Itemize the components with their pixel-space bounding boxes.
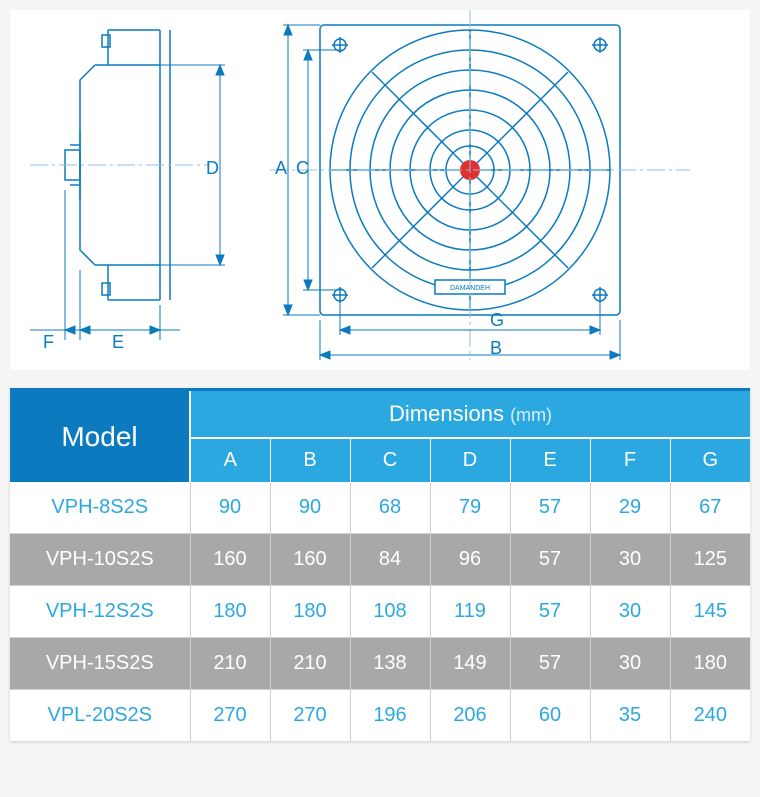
value-cell: 57 <box>510 534 590 586</box>
dimension-diagram: DAMANDEH <box>10 10 750 370</box>
column-header-b: B <box>270 438 350 482</box>
dim-label-f: F <box>43 332 54 353</box>
value-cell: 160 <box>270 534 350 586</box>
column-header-d: D <box>430 438 510 482</box>
value-cell: 145 <box>670 586 750 638</box>
dim-label-a: A <box>275 158 287 179</box>
model-cell: VPH-8S2S <box>10 482 190 534</box>
dimensions-header: Dimensions (mm) <box>190 391 750 438</box>
value-cell: 270 <box>190 690 270 742</box>
table-row: VPL-20S2S2702701962066035240 <box>10 690 750 742</box>
model-cell: VPH-12S2S <box>10 586 190 638</box>
value-cell: 79 <box>430 482 510 534</box>
column-header-f: F <box>590 438 670 482</box>
value-cell: 30 <box>590 586 670 638</box>
value-cell: 60 <box>510 690 590 742</box>
dim-label-g: G <box>490 310 504 331</box>
value-cell: 30 <box>590 534 670 586</box>
value-cell: 90 <box>190 482 270 534</box>
value-cell: 138 <box>350 638 430 690</box>
value-cell: 35 <box>590 690 670 742</box>
value-cell: 84 <box>350 534 430 586</box>
column-header-g: G <box>670 438 750 482</box>
value-cell: 196 <box>350 690 430 742</box>
dim-label-e: E <box>112 332 124 353</box>
value-cell: 29 <box>590 482 670 534</box>
dimensions-table: Model Dimensions (mm) ABCDEFG VPH-8S2S90… <box>10 388 750 741</box>
value-cell: 90 <box>270 482 350 534</box>
value-cell: 210 <box>190 638 270 690</box>
value-cell: 57 <box>510 482 590 534</box>
column-header-a: A <box>190 438 270 482</box>
value-cell: 180 <box>270 586 350 638</box>
value-cell: 240 <box>670 690 750 742</box>
value-cell: 270 <box>270 690 350 742</box>
column-header-c: C <box>350 438 430 482</box>
value-cell: 206 <box>430 690 510 742</box>
table-row: VPH-10S2S16016084965730125 <box>10 534 750 586</box>
model-cell: VPH-15S2S <box>10 638 190 690</box>
value-cell: 149 <box>430 638 510 690</box>
value-cell: 119 <box>430 586 510 638</box>
column-header-e: E <box>510 438 590 482</box>
value-cell: 108 <box>350 586 430 638</box>
value-cell: 96 <box>430 534 510 586</box>
model-cell: VPH-10S2S <box>10 534 190 586</box>
model-header: Model <box>10 391 190 482</box>
value-cell: 210 <box>270 638 350 690</box>
value-cell: 160 <box>190 534 270 586</box>
table-row: VPH-15S2S2102101381495730180 <box>10 638 750 690</box>
value-cell: 67 <box>670 482 750 534</box>
dim-label-c: C <box>296 158 309 179</box>
model-cell: VPL-20S2S <box>10 690 190 742</box>
value-cell: 57 <box>510 586 590 638</box>
dim-label-d: D <box>206 158 219 179</box>
table-row: VPH-12S2S1801801081195730145 <box>10 586 750 638</box>
value-cell: 125 <box>670 534 750 586</box>
value-cell: 180 <box>190 586 270 638</box>
table-row: VPH-8S2S90906879572967 <box>10 482 750 534</box>
value-cell: 57 <box>510 638 590 690</box>
value-cell: 180 <box>670 638 750 690</box>
dim-label-b: B <box>490 338 502 359</box>
value-cell: 30 <box>590 638 670 690</box>
value-cell: 68 <box>350 482 430 534</box>
